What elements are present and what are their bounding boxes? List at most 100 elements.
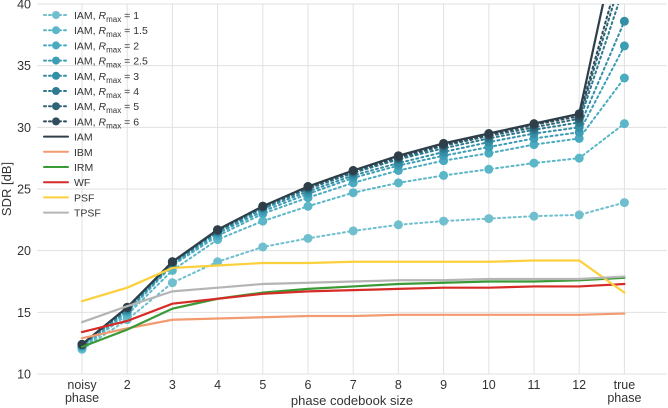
x-tick-label: noisy phase (65, 378, 99, 405)
x-tick-line: 11 (528, 378, 541, 392)
legend-item: IRM (43, 162, 93, 174)
x-tick-label: 3 (169, 378, 176, 392)
legend-label-suffix: = 3 (121, 71, 139, 83)
x-tick-label: 2 (124, 378, 131, 392)
data-point (393, 178, 403, 188)
legend-label-symbol: R (99, 86, 107, 98)
y-tick-label: 20 (17, 244, 31, 258)
x-axis-label: phase codebook size (291, 393, 413, 408)
x-tick-line: noisy (67, 378, 97, 392)
legend-item: IAM, Rmax = 2.5 (43, 56, 148, 70)
legend-item: IAM (43, 132, 93, 144)
x-tick-line: 9 (440, 378, 447, 392)
data-point (303, 182, 313, 192)
legend-marker (52, 41, 60, 50)
legend-label-prefix: WF (74, 177, 90, 189)
legend-label-symbol: R (99, 56, 107, 68)
legend-label-symbol: R (99, 71, 107, 83)
y-axis-label: SDR [dB] (0, 162, 14, 216)
grid (37, 3, 667, 375)
legend-item: IAM, Rmax = 2 (43, 40, 139, 54)
series-line (80, 312, 626, 340)
legend-label-suffix: = 1.5 (121, 25, 148, 37)
data-point (619, 198, 629, 208)
series-9 (80, 312, 626, 340)
legend-marker (52, 102, 60, 111)
legend-label-prefix: IBM (74, 147, 93, 159)
x-tick-label: 8 (395, 378, 402, 392)
x-tick-line: 7 (350, 378, 357, 392)
series-12 (80, 259, 626, 303)
data-point (439, 170, 449, 180)
x-tick-label: 10 (482, 378, 496, 392)
legend-label: PSF (74, 192, 94, 204)
x-tick-line: 2 (124, 378, 131, 392)
legend-item: WF (43, 177, 90, 189)
data-point (348, 188, 358, 198)
legend-item: TPSF (43, 208, 101, 220)
data-point (167, 257, 177, 267)
legend-item: IAM, Rmax = 6 (43, 116, 139, 130)
legend-item: IAM, Rmax = 5 (43, 101, 139, 115)
data-point (529, 140, 539, 150)
data-point (484, 148, 494, 158)
data-point (167, 278, 177, 288)
legend-label-prefix: IAM, (74, 10, 99, 22)
legend-label-subscript: max (106, 121, 121, 130)
x-tick-line: 3 (169, 378, 176, 392)
x-tick-label: 5 (259, 378, 266, 392)
y-tick-label: 40 (17, 0, 31, 12)
legend-item: IAM, Rmax = 1 (43, 10, 139, 24)
legend-label: IAM, Rmax = 6 (74, 116, 139, 130)
data-point (258, 216, 268, 226)
data-point (574, 109, 584, 119)
x-tick-line: 12 (572, 378, 586, 392)
y-tick-label: 25 (17, 183, 31, 197)
data-point (529, 211, 539, 221)
legend-label-prefix: IAM, (74, 71, 99, 83)
x-tick-label: true phase (607, 378, 641, 405)
data-point (574, 153, 584, 163)
data-point (619, 73, 629, 83)
legend-label-symbol: R (99, 40, 107, 52)
series-11 (80, 282, 626, 334)
legend-label: IBM (74, 147, 93, 159)
data-point (213, 257, 223, 267)
legend-label-suffix: = 5 (121, 101, 139, 113)
legend-item: IAM, Rmax = 4 (43, 86, 139, 100)
x-tick-line: 6 (305, 378, 312, 392)
data-point (484, 214, 494, 224)
legend-label: IAM, Rmax = 3 (74, 71, 139, 85)
legend-label: IAM, Rmax = 1 (74, 10, 139, 24)
legend-label-prefix: IAM, (74, 25, 99, 37)
legend-label: IAM, Rmax = 1.5 (74, 25, 148, 39)
legend-label: IAM, Rmax = 2.5 (74, 56, 148, 70)
legend-label-subscript: max (106, 61, 121, 70)
legend-label-subscript: max (106, 106, 121, 115)
legend-label: WF (74, 177, 90, 189)
data-point (348, 226, 358, 236)
x-tick-line: phase (65, 391, 99, 405)
data-point (393, 220, 403, 230)
legend-label-prefix: IAM (74, 132, 93, 144)
data-point (213, 225, 223, 235)
x-tick-line: 8 (395, 378, 402, 392)
legend-label: IAM, Rmax = 2 (74, 40, 139, 54)
data-point (619, 119, 629, 129)
legend-label-symbol: R (99, 25, 107, 37)
x-tick-label: 9 (440, 378, 447, 392)
data-point (574, 210, 584, 220)
y-tick-label: 15 (17, 306, 31, 320)
series-10 (80, 276, 626, 348)
legend-label-subscript: max (106, 91, 121, 100)
legend-label-subscript: max (106, 76, 121, 85)
x-tick-line: true (614, 378, 636, 392)
legend-label-symbol: R (99, 101, 107, 113)
data-point (484, 164, 494, 174)
series-line (80, 276, 626, 348)
data-point (303, 201, 313, 211)
data-point (348, 166, 358, 175)
